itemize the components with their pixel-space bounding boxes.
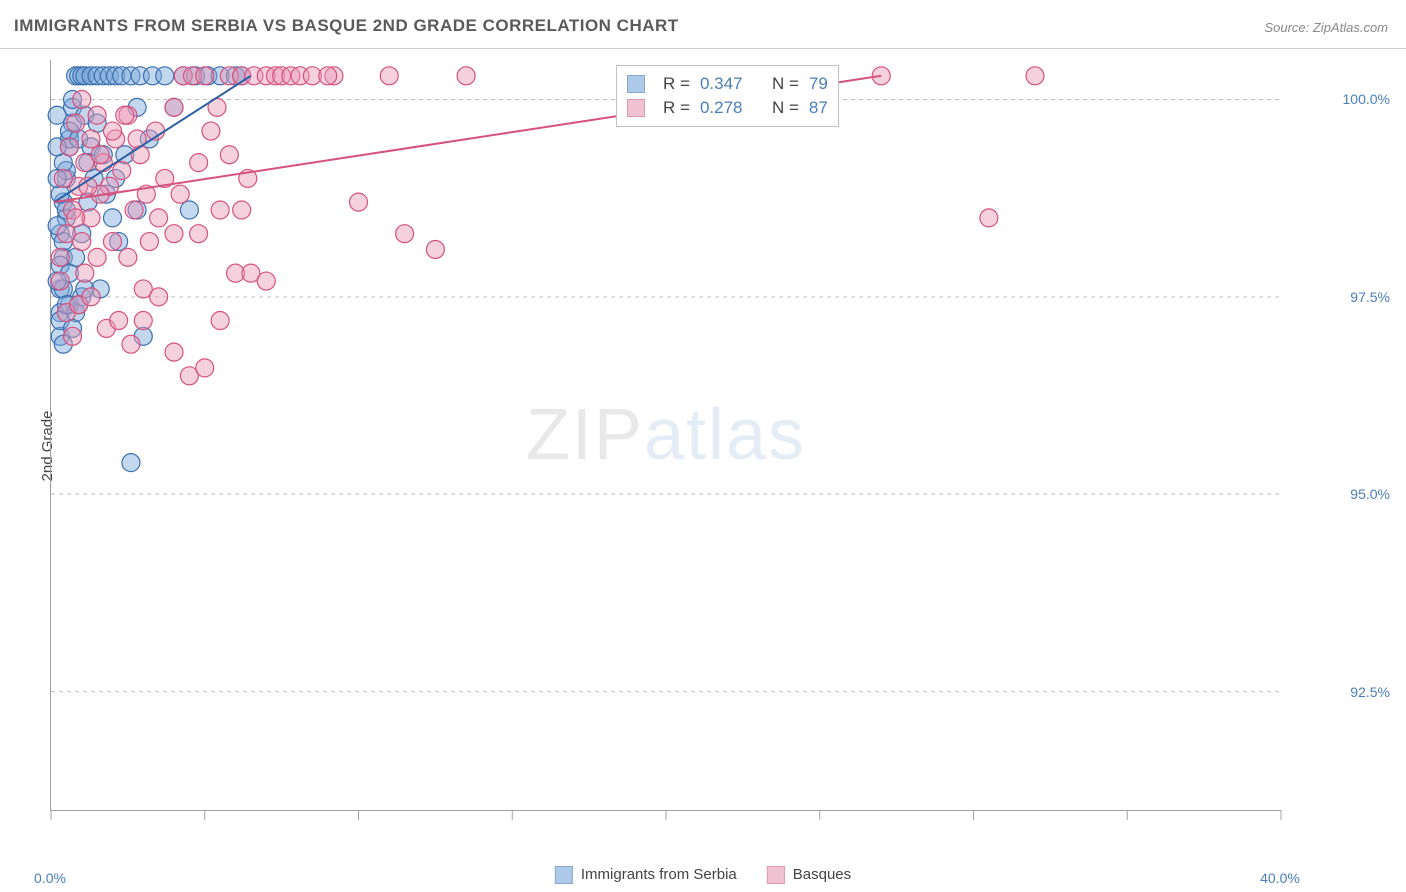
y-tick-label: 95.0% xyxy=(1350,486,1390,502)
x-tick-label: 0.0% xyxy=(34,870,66,886)
chart-header: IMMIGRANTS FROM SERBIA VS BASQUE 2ND GRA… xyxy=(0,0,1406,49)
legend-item-serbia: Immigrants from Serbia xyxy=(555,866,737,884)
correlation-stats-box: R = 0.347 N = 79 R = 0.278 N = 87 xyxy=(616,65,839,127)
stats-N-value: 87 xyxy=(809,98,828,118)
scatter-plot: ZIPatlas R =0.347 N =79R =0.278 N =87 xyxy=(50,60,1281,811)
stats-N-label: N = xyxy=(772,98,799,118)
stats-R-label: R = xyxy=(663,98,690,118)
chart-source: Source: ZipAtlas.com xyxy=(1264,20,1388,35)
legend-item-basques: Basques xyxy=(767,866,851,884)
y-tick-label: 97.5% xyxy=(1350,289,1390,305)
legend-swatch xyxy=(555,866,573,884)
stats-swatch xyxy=(627,99,645,117)
stats-N-value: 79 xyxy=(809,74,828,94)
legend-label: Immigrants from Serbia xyxy=(581,866,737,883)
x-tick-label: 40.0% xyxy=(1260,870,1300,886)
stats-N-label: N = xyxy=(772,74,799,94)
legend-label: Basques xyxy=(793,866,851,883)
stats-row-serbia: R = 0.347 N = 79 xyxy=(627,72,828,96)
stats-swatch xyxy=(627,75,645,93)
plot-svg xyxy=(51,60,1281,810)
legend-swatch xyxy=(767,866,785,884)
stats-row-basques: R = 0.278 N = 87 xyxy=(627,96,828,120)
stats-R-value: 0.278 xyxy=(700,98,743,118)
stats-R-value: 0.347 xyxy=(700,74,743,94)
legend: Immigrants from Serbia Basques xyxy=(555,866,851,884)
chart-title: IMMIGRANTS FROM SERBIA VS BASQUE 2ND GRA… xyxy=(14,16,679,36)
stats-R-label: R = xyxy=(663,74,690,94)
y-tick-label: 100.0% xyxy=(1343,91,1390,107)
y-tick-label: 92.5% xyxy=(1350,684,1390,700)
